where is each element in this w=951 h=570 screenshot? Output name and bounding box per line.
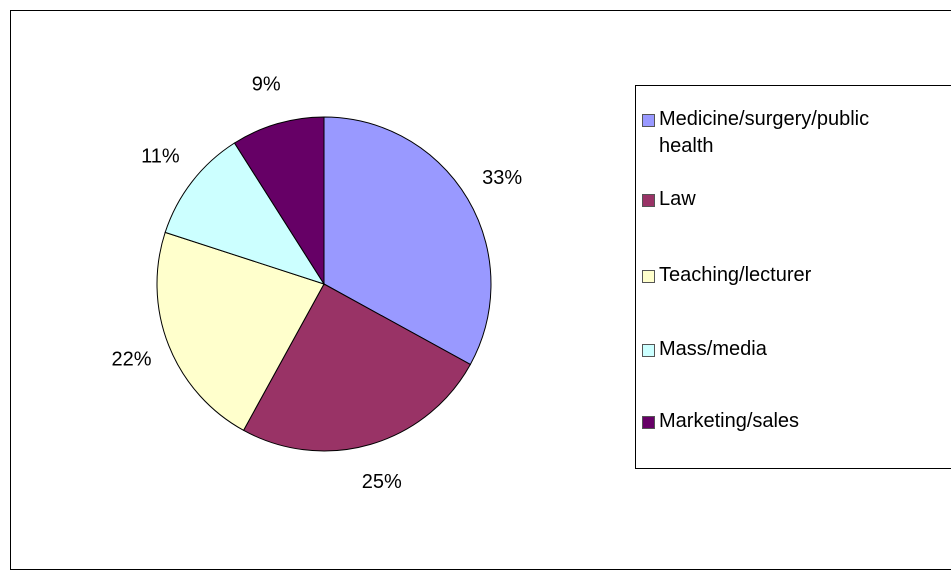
pie-label-law: 25% xyxy=(362,471,402,493)
legend-swatch-marketing xyxy=(642,416,655,429)
pie-slices xyxy=(156,116,492,452)
legend-swatch-mass-media xyxy=(642,344,655,357)
pie-labels: 33% 25% 22% 11% 9% xyxy=(111,73,522,493)
legend: Medicine/surgery/public health Law Teach… xyxy=(635,85,951,469)
legend-item-teaching: Teaching/lecturer xyxy=(642,262,951,289)
pie-slice-mass-media xyxy=(164,142,326,285)
pie-chart: 33% 25% 22% 11% 9% xyxy=(111,73,522,493)
legend-label-mass-media: Mass/media xyxy=(659,338,767,360)
legend-item-mass-media: Mass/media xyxy=(642,336,951,363)
legend-label-medicine: Medicine/surgery/public health xyxy=(659,108,870,157)
legend-item-medicine: Medicine/surgery/public health xyxy=(642,106,951,160)
pie-label-marketing: 9% xyxy=(252,73,281,95)
chart-area: 33% 25% 22% 11% 9% Medicine/surgery/public h… xyxy=(10,10,951,570)
legend-swatch-teaching xyxy=(642,270,655,283)
legend-swatch-law xyxy=(642,194,655,207)
legend-label-teaching: Teaching/lecturer xyxy=(659,264,812,286)
pie-label-medicine: 33% xyxy=(482,167,522,189)
pie-label-teaching: 22% xyxy=(111,348,151,370)
pie-slice-law xyxy=(242,283,472,452)
legend-label-law: Law xyxy=(659,188,696,210)
legend-label-marketing: Marketing/sales xyxy=(659,410,800,432)
legend-item-law: Law xyxy=(642,186,951,213)
pie-slice-teaching xyxy=(156,231,325,432)
legend-item-marketing: Marketing/sales xyxy=(642,408,951,435)
pie-label-mass-media: 11% xyxy=(141,145,180,167)
pie-slice-medicine xyxy=(323,116,492,366)
legend-swatch-medicine xyxy=(642,114,655,127)
pie-slice-marketing xyxy=(233,116,325,286)
